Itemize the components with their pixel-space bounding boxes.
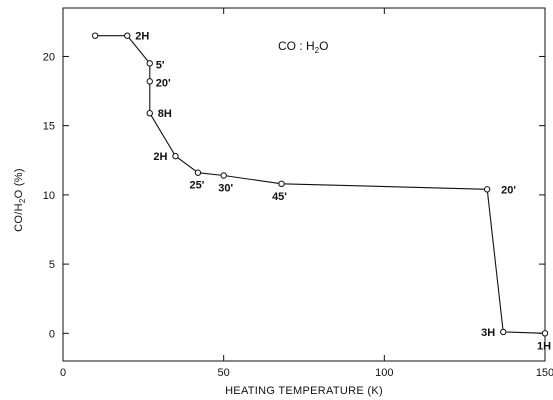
x-tick-label: 150 — [536, 367, 553, 379]
x-tick-label: 0 — [60, 367, 66, 379]
data-point — [124, 32, 131, 39]
y-tick-label: 20 — [43, 51, 55, 63]
data-point — [278, 180, 285, 188]
point-label: 20' — [156, 77, 171, 89]
data-point — [91, 32, 99, 39]
point-label: 1H — [537, 340, 551, 352]
point-label: 25' — [190, 180, 205, 192]
point-labels: 2H 5' 20' 8H 2H 25' 30' 45' 20' 3H 1H — [135, 31, 551, 353]
point-label: 45' — [272, 191, 287, 203]
data-point — [220, 172, 227, 179]
data-point — [541, 330, 549, 337]
axes: 0 50 100 150 0 5 10 15 20 — [43, 8, 553, 379]
point-label: 30' — [218, 183, 233, 195]
data-point — [146, 110, 153, 117]
data-point — [146, 78, 153, 85]
chart-title: CO : H2O — [278, 39, 328, 55]
point-label: 5' — [156, 59, 165, 71]
y-tick-label: 15 — [43, 121, 55, 133]
point-label: 2H — [135, 31, 149, 43]
point-label: 20' — [501, 184, 516, 196]
y-axis-title: CO/H2O (%) — [13, 168, 27, 232]
y-tick-label: 0 — [49, 328, 55, 340]
data-point — [146, 60, 153, 67]
point-label: 2H — [153, 151, 167, 163]
data-point — [500, 328, 507, 336]
x-axis-title: HEATING TEMPERATURE (K) — [225, 385, 383, 397]
x-tick-label: 50 — [218, 367, 230, 379]
markers — [91, 32, 549, 337]
data-point — [194, 169, 202, 176]
point-label: 3H — [481, 327, 495, 339]
x-tick-label: 100 — [375, 367, 393, 379]
data-point — [483, 186, 491, 193]
y-tick-label: 5 — [49, 259, 55, 271]
point-label: 8H — [158, 108, 172, 120]
series-line — [95, 35, 546, 334]
y-tick-label: 10 — [43, 190, 55, 202]
plot-frame — [62, 7, 546, 362]
data-point — [172, 152, 179, 160]
